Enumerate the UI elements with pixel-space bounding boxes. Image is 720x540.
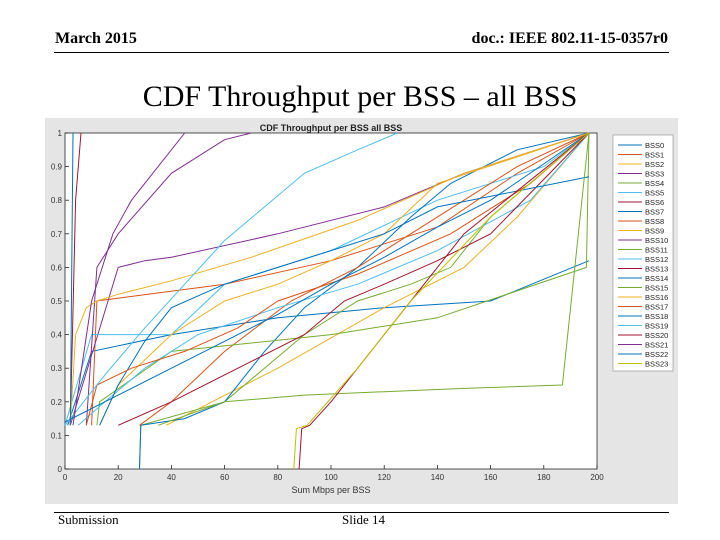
legend-label-bss15: BSS15 (645, 284, 668, 293)
y-tick-label: 0.3 (51, 364, 63, 373)
x-tick-label: 80 (273, 473, 282, 482)
x-tick-label: 180 (537, 473, 551, 482)
header-date: March 2015 (55, 30, 137, 47)
x-tick-label: 20 (114, 473, 123, 482)
y-tick-label: 0.7 (51, 230, 63, 239)
x-tick-label: 120 (378, 473, 392, 482)
legend-label-bss5: BSS5 (645, 189, 664, 198)
legend-label-bss11: BSS11 (645, 246, 668, 255)
series-line-bss11 (96, 132, 590, 426)
x-tick-label: 100 (324, 473, 338, 482)
y-tick-label: 0.6 (51, 263, 63, 272)
series-line-bss23 (293, 132, 590, 470)
legend-label-bss22: BSS22 (645, 350, 668, 359)
series-layer (64, 132, 590, 470)
footer-slide-number: Slide 14 (342, 512, 385, 527)
series-line-bss10 (85, 132, 252, 426)
legend-label-bss7: BSS7 (645, 208, 664, 217)
legend-label-bss12: BSS12 (645, 255, 668, 264)
legend-label-bss21: BSS21 (645, 341, 668, 350)
legend-label-bss3: BSS3 (645, 170, 664, 179)
y-tick-label: 0.9 (51, 163, 63, 172)
legend-label-bss2: BSS2 (645, 160, 664, 169)
y-tick-label: 0 (58, 465, 63, 474)
legend: BSS0BSS1BSS2BSS3BSS4BSS5BSS6BSS7BSS8BSS9… (618, 141, 668, 369)
header-rule (54, 52, 669, 53)
footer-rule (54, 512, 669, 513)
series-line-bss8 (139, 132, 590, 426)
x-tick-label: 140 (431, 473, 445, 482)
chart-xlabel: Sum Mbps per BSS (291, 485, 370, 495)
slide-title: CDF Throughput per BSS – all BSS (142, 80, 578, 113)
series-line-bss12 (77, 132, 590, 426)
series-line-bss4 (139, 132, 590, 470)
legend-label-bss16: BSS16 (645, 293, 668, 302)
x-tick-label: 40 (167, 473, 176, 482)
footer-submission: Submission (58, 512, 119, 527)
series-line-bss22 (69, 132, 74, 426)
legend-label-bss17: BSS17 (645, 303, 668, 312)
legend-label-bss9: BSS9 (645, 227, 664, 236)
legend-box (612, 134, 674, 372)
legend-label-bss14: BSS14 (645, 274, 668, 283)
legend-label-bss1: BSS1 (645, 151, 664, 160)
y-tick-label: 0.2 (51, 398, 63, 407)
series-line-bss17 (85, 132, 590, 426)
legend-label-bss20: BSS20 (645, 331, 668, 340)
series-line-bss16 (69, 132, 590, 426)
y-tick-label: 0.4 (51, 331, 63, 340)
series-line-bss18 (64, 132, 590, 423)
x-tick-label: 0 (63, 473, 68, 482)
chart-figure: 0 20 40 60 80 100 120 140 160 180 200 0 0.1 0.2 0.3 0.4… (45, 118, 678, 504)
series-line-bss13 (117, 132, 590, 426)
legend-label-bss19: BSS19 (645, 322, 668, 331)
legend-label-bss18: BSS18 (645, 312, 668, 321)
legend-label-bss13: BSS13 (645, 265, 668, 274)
legend-label-bss8: BSS8 (645, 217, 664, 226)
series-line-bss15 (157, 132, 590, 426)
legend-label-bss6: BSS6 (645, 198, 664, 207)
series-line-bss19 (64, 132, 398, 426)
legend-label-bss10: BSS10 (645, 236, 668, 245)
x-tick-label: 200 (590, 473, 604, 482)
chart-svg: 0 20 40 60 80 100 120 140 160 180 200 0 0.1 0.2 0.3 0.4… (51, 123, 674, 495)
legend-label-bss23: BSS23 (645, 360, 668, 369)
legend-label-bss0: BSS0 (645, 141, 664, 150)
series-line-bss21 (72, 132, 186, 426)
y-tick-label: 0.1 (51, 431, 63, 440)
tick-layer: 0 20 40 60 80 100 120 140 160 180 200 0 0.1 0.2 0.3 0.4… (51, 129, 604, 482)
y-tick-label: 0.5 (51, 297, 63, 306)
y-tick-label: 1 (58, 129, 63, 138)
x-tick-label: 160 (484, 473, 498, 482)
series-line-bss6 (69, 132, 82, 426)
series-line-bss20 (298, 132, 590, 470)
plot-area (64, 132, 598, 470)
series-line-bss9 (99, 132, 590, 426)
header-doc-number: doc.: IEEE 802.11-15-0357r0 (471, 30, 668, 47)
chart-title: CDF Throughput per BSS all BSS (260, 123, 403, 133)
y-tick-label: 0.8 (51, 196, 63, 205)
x-tick-label: 60 (220, 473, 229, 482)
series-line-bss14 (99, 176, 590, 426)
legend-label-bss4: BSS4 (645, 179, 664, 188)
